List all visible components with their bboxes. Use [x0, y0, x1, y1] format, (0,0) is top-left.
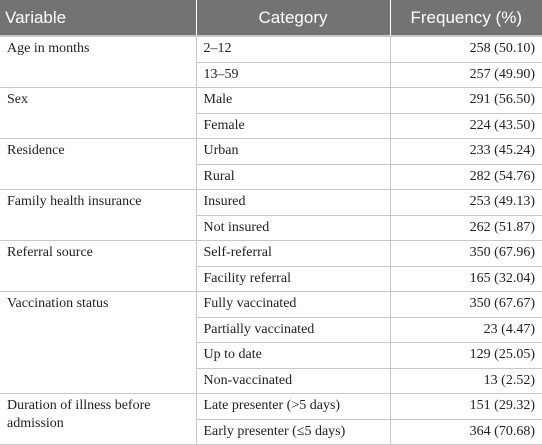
table-row: Referral source Self-referral 350 (67.96… [0, 240, 542, 292]
category-cell: Female [196, 113, 391, 139]
category-cell: 2–12 [196, 36, 391, 63]
category-cell: Partially vaccinated [196, 317, 391, 343]
frequency-cell: 224 (43.50) [390, 113, 542, 139]
frequency-cell: 258 (50.10) [390, 36, 542, 63]
table-row: Residence Urban 233 (45.24) [0, 138, 542, 190]
table-row: Partially vaccinated 23 (4.47) [0, 317, 542, 343]
frequency-cell: 13 (2.52) [390, 368, 542, 394]
table-row: Up to date 129 (25.05) [0, 342, 542, 369]
variable-cell: Sex [0, 87, 197, 139]
category-cell: Male [196, 87, 391, 114]
frequency-cell: 350 (67.96) [390, 240, 542, 267]
frequency-cell: 129 (25.05) [390, 342, 542, 369]
table-row: Non-vaccinated 13 (2.52) [0, 368, 542, 394]
table-row: Not insured 262 (51.87) [0, 215, 542, 241]
table-row: Facility referral 165 (32.04) [0, 266, 542, 292]
frequency-cell: 151 (29.32) [390, 393, 542, 420]
frequency-cell: 165 (32.04) [390, 266, 542, 292]
category-cell: Non-vaccinated [196, 368, 391, 394]
table-row: Female 224 (43.50) [0, 113, 542, 139]
category-cell: Insured [196, 189, 391, 216]
table-row: Age in months 2–12 258 (50.10) [0, 36, 542, 88]
variable-cell: Family health insurance [0, 189, 197, 241]
variable-cell: Residence [0, 138, 197, 190]
category-cell: Rural [196, 164, 391, 190]
category-cell: Urban [196, 138, 391, 165]
variable-cell: Duration of illness before admission [0, 393, 197, 445]
table-body: Age in months 2–12 258 (50.10) 13–59 257… [0, 36, 542, 445]
category-cell: 13–59 [196, 62, 391, 88]
frequency-cell: 350 (67.67) [390, 291, 542, 318]
frequency-cell: 257 (49.90) [390, 62, 542, 88]
variable-cell: Age in months [0, 36, 197, 88]
category-cell: Early presenter (≤5 days) [196, 419, 391, 445]
frequency-cell: 364 (70.68) [390, 419, 542, 445]
category-cell: Fully vaccinated [196, 291, 391, 318]
variable-cell: Referral source [0, 240, 197, 292]
table-row: Vaccination status Fully vaccinated 350 … [0, 291, 542, 394]
frequency-cell: 253 (49.13) [390, 189, 542, 216]
category-cell: Self-referral [196, 240, 391, 267]
frequency-cell: 291 (56.50) [390, 87, 542, 114]
header-row: Variable Category Frequency (%) [0, 0, 542, 37]
header-frequency: Frequency (%) [390, 0, 542, 37]
header-category: Category [196, 0, 391, 37]
frequency-cell: 23 (4.47) [390, 317, 542, 343]
table-row: Duration of illness before admission Lat… [0, 393, 542, 445]
category-cell: Up to date [196, 342, 391, 369]
header-variable: Variable [0, 0, 197, 37]
category-cell: Facility referral [196, 266, 391, 292]
table-row: Family health insurance Insured 253 (49.… [0, 189, 542, 241]
frequency-cell: 262 (51.87) [390, 215, 542, 241]
variable-cell: Vaccination status [0, 291, 197, 394]
table-row: Rural 282 (54.76) [0, 164, 542, 190]
category-cell: Late presenter (>5 days) [196, 393, 391, 420]
table-row: 13–59 257 (49.90) [0, 62, 542, 88]
table-row: Sex Male 291 (56.50) [0, 87, 542, 139]
frequency-cell: 282 (54.76) [390, 164, 542, 190]
category-cell: Not insured [196, 215, 391, 241]
frequency-cell: 233 (45.24) [390, 138, 542, 165]
